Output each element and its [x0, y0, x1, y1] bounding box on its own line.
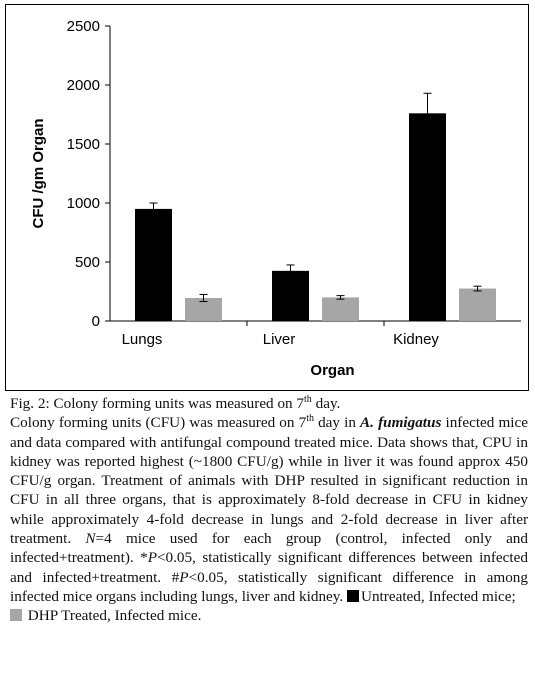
- caption-p-label-2: P: [179, 568, 189, 586]
- caption-body-superscript: th: [306, 413, 314, 425]
- figure-caption: Fig. 2: Colony forming units was measure…: [10, 394, 528, 626]
- figure-frame: 0 500 1000 1500 2000 2500 Lungs Liver Kidney Orga…: [5, 4, 529, 391]
- bar-kidney-series-1: [409, 113, 446, 321]
- caption-title-end: day.: [311, 395, 341, 412]
- y-axis-title: CFU /gm Organ: [30, 118, 47, 228]
- caption-body-5: <0.05, statistically significant differe…: [10, 549, 528, 586]
- x-tick-label: Kidney: [393, 331, 439, 348]
- y-tick-label: 1500: [67, 136, 100, 153]
- caption-body-2: day in: [313, 414, 361, 432]
- bar-chart: 0 500 1000 1500 2000 2500 Lungs Liver Kidney Orga…: [30, 18, 521, 379]
- legend-swatch-untreated: [347, 589, 359, 602]
- x-tick-label: Liver: [263, 331, 296, 348]
- y-tick-label: 2000: [67, 77, 100, 94]
- caption-body-4: =4 mice used for each group (control, in…: [10, 530, 528, 567]
- x-axis-title: Organ: [310, 362, 354, 379]
- bar-liver-series-1: [272, 270, 309, 321]
- bar-lungs-series-1: [135, 208, 172, 321]
- caption-body-3: infected mice and data compared with ant…: [10, 414, 529, 548]
- legend-label-treated: DHP Treated, Infected mice.: [27, 607, 202, 625]
- caption-body-6: <0.05, statistically significant differe…: [10, 568, 528, 605]
- y-tick-label: 500: [75, 254, 100, 271]
- caption-title: Fig. 2: Colony forming units was measure…: [10, 395, 305, 412]
- caption-body-1: Colony forming units (CFU) was measured …: [10, 414, 307, 432]
- x-tick-label: Lungs: [122, 331, 163, 348]
- caption-n-label: N: [85, 530, 96, 548]
- legend-swatch-treated: [10, 609, 22, 622]
- legend-label-untreated: Untreated, Infected mice;: [361, 587, 516, 605]
- bar-lungs-series-2: [185, 297, 222, 321]
- caption-species: A. fumigatus: [360, 414, 442, 432]
- caption-p-label-1: P: [147, 549, 157, 567]
- bar-kidney-series-2: [459, 288, 496, 321]
- y-tick-label: 0: [92, 313, 100, 330]
- caption-text: Fig. 2: Colony forming units was measure…: [10, 394, 528, 626]
- bar-liver-series-2: [322, 297, 359, 321]
- y-tick-label: 2500: [67, 18, 100, 35]
- caption-title-superscript: th: [304, 393, 312, 405]
- y-tick-label: 1000: [67, 195, 100, 212]
